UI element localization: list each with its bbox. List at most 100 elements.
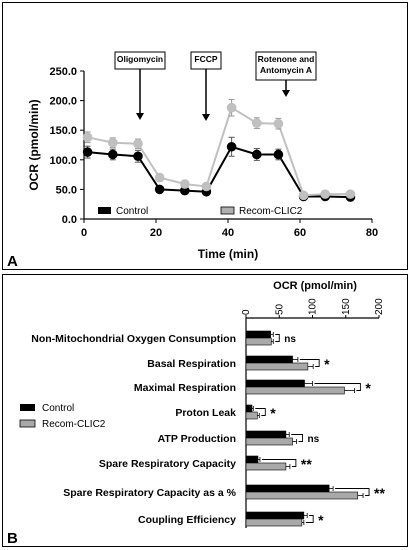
significance-label: * — [318, 512, 324, 528]
x-tick-label: 60 — [294, 227, 306, 239]
bar — [245, 379, 305, 388]
data-point — [154, 184, 165, 195]
series-line — [87, 145, 351, 199]
significance-bracket — [291, 434, 303, 442]
x-tick-label-b: 150 — [341, 298, 352, 315]
significance-label: ns — [308, 434, 320, 445]
significance-label: ns — [284, 334, 296, 345]
significance-bracket — [255, 408, 266, 416]
bar — [245, 430, 287, 439]
significance-bracket — [261, 459, 297, 467]
bar — [245, 518, 303, 527]
x-tick-label: 20 — [150, 227, 162, 239]
y-tick-label: 50.0 — [56, 184, 77, 196]
injection-label: FCCP — [194, 54, 217, 64]
category-label: Proton Leak — [175, 407, 236, 419]
injection-label: Rotenone and — [258, 54, 315, 64]
data-point — [180, 179, 190, 189]
injection-label: Antomycin A — [260, 65, 312, 75]
legend-swatch-recom-b — [19, 419, 36, 428]
data-point — [201, 181, 212, 192]
y-tick-label: 250.0 — [49, 66, 77, 78]
x-tick-label-b: 100 — [308, 298, 319, 315]
series-line — [87, 106, 351, 197]
panel-a — [2, 2, 408, 270]
bar — [245, 362, 309, 371]
category-label: Spare Respiratory Capacity — [99, 458, 236, 470]
x-tick-label: 40 — [222, 227, 234, 239]
data-point — [133, 151, 143, 162]
y-tick-label: 200.0 — [49, 96, 77, 108]
panel-label-a: A — [7, 253, 18, 270]
x-tick-label: 0 — [81, 227, 87, 239]
bar — [245, 355, 293, 364]
injection-label: Oligomycin — [117, 54, 163, 64]
significance-label: ** — [374, 485, 385, 501]
bar — [245, 386, 345, 395]
injection-arrowhead — [202, 114, 210, 121]
bar — [245, 330, 271, 339]
x-axis-title: Time (min) — [198, 247, 258, 261]
legend-label-recom-b: Recom-CLIC2 — [42, 419, 106, 430]
category-label: Basal Respiration — [147, 358, 236, 370]
data-point — [273, 118, 284, 129]
significance-label: * — [270, 405, 276, 421]
significance-label: * — [324, 356, 330, 372]
legend-swatch-recom — [220, 206, 235, 215]
bar — [245, 337, 272, 346]
legend-label-control-b: Control — [42, 403, 74, 414]
significance-label: * — [365, 380, 371, 396]
category-label: Maximal Respiration — [134, 382, 236, 394]
data-point — [273, 149, 284, 160]
data-point — [226, 102, 237, 113]
bar — [245, 404, 253, 413]
category-label: Spare Respiratory Capacity as a % — [63, 487, 236, 499]
category-label: ATP Production — [158, 433, 236, 445]
significance-bracket — [275, 334, 280, 342]
panel-label-b: B — [7, 530, 18, 547]
x-tick-label-b: 50 — [274, 303, 285, 315]
injection-label-box — [255, 51, 317, 81]
y-tick-label: 150.0 — [49, 125, 77, 137]
data-point — [298, 190, 309, 201]
category-label: Non-Mitochondrial Oxygen Consumption — [31, 333, 236, 345]
data-point — [320, 189, 331, 199]
bar — [245, 511, 305, 520]
y-tick-label: 0.0 — [62, 214, 77, 226]
data-point — [133, 139, 143, 149]
significance-bracket — [335, 488, 370, 496]
data-point — [82, 147, 93, 157]
legend-swatch-control-b — [20, 404, 35, 411]
significance-bracket — [305, 515, 314, 523]
y-tick-label: 100.0 — [49, 155, 77, 167]
data-point — [108, 149, 118, 160]
data-point — [251, 118, 262, 128]
category-label: Coupling Efficiency — [138, 514, 236, 526]
data-point — [108, 137, 118, 148]
significance-bracket — [314, 383, 361, 391]
significance-label: ** — [301, 456, 312, 472]
bar — [245, 462, 287, 471]
bar — [245, 484, 330, 493]
data-point — [345, 189, 356, 199]
panel-b — [2, 274, 408, 547]
data-point — [226, 141, 237, 152]
injection-arrowhead — [136, 113, 144, 120]
significance-bracket — [299, 359, 320, 367]
x-tick-label: 80 — [366, 227, 378, 239]
legend-swatch-control — [98, 207, 111, 214]
x-tick-label-b: 0 — [241, 309, 252, 315]
bar — [245, 437, 293, 446]
chart-b-title: OCR (pmol/min) — [273, 280, 357, 292]
data-point — [82, 132, 93, 143]
injection-arrowhead — [282, 90, 290, 97]
y-axis-title: OCR (pmol/min) — [27, 99, 41, 190]
data-point — [251, 149, 262, 160]
legend-label-recom: Recom-CLIC2 — [239, 206, 303, 217]
legend-label-control: Control — [116, 206, 148, 217]
x-tick-label-b: 200 — [374, 298, 385, 315]
bar — [245, 411, 258, 420]
data-point — [154, 172, 165, 183]
bar — [245, 491, 359, 500]
